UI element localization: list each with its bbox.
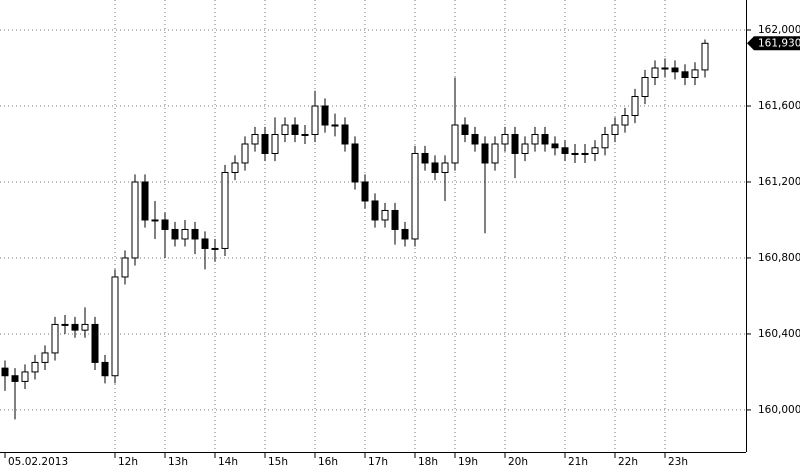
candle-body [111, 276, 119, 377]
candle-body [391, 209, 399, 230]
candle-body [31, 361, 39, 373]
candle-body [181, 228, 189, 240]
candle-body [251, 133, 259, 145]
candle-body [101, 361, 109, 377]
last-price-tag [747, 36, 800, 51]
x-tick-label: 16h [318, 456, 338, 468]
candle-body [11, 375, 19, 382]
candle-body [191, 228, 199, 240]
y-tick-label: 161,200 [758, 176, 800, 188]
x-tick-label: 22h [618, 456, 638, 468]
x-tick-label: 15h [268, 456, 288, 468]
last-price-label: 161,930 [758, 37, 800, 49]
candle-body [501, 133, 509, 145]
candle-body [681, 71, 689, 79]
candle-body [641, 77, 649, 97]
y-tick-label: 160,400 [758, 328, 800, 340]
x-tick-label: 13h [168, 456, 188, 468]
y-tick-label: 160,000 [758, 404, 800, 416]
candle-body [561, 147, 569, 154]
candle-body [261, 133, 269, 154]
candle-body [41, 352, 49, 363]
candle-body [661, 67, 669, 70]
candle-body [311, 105, 319, 135]
candle-body [321, 105, 329, 126]
candle-body [141, 181, 149, 221]
candle-body [421, 152, 429, 164]
candle-body [531, 133, 539, 145]
candle-body [71, 323, 79, 331]
candle-body [511, 133, 519, 154]
candle-body [281, 124, 289, 135]
x-tick-label: 18h [418, 456, 438, 468]
candle-body [671, 67, 679, 73]
candle-body [601, 133, 609, 149]
candle-body [471, 133, 479, 145]
candle-body [411, 152, 419, 240]
candle-body [481, 143, 489, 164]
candle-body [371, 200, 379, 221]
candle-body [571, 152, 579, 155]
candle-body [211, 247, 219, 250]
candle-body [611, 124, 619, 135]
candle-body [291, 124, 299, 135]
x-tick-label: 14h [218, 456, 238, 468]
x-tick-label: 05.02.2013 [8, 456, 68, 468]
candle-body [401, 228, 409, 240]
candle-body [81, 323, 89, 331]
candle-body [91, 323, 99, 363]
candle-body [331, 124, 339, 127]
y-tick-label: 162,000 [758, 24, 800, 36]
candle-body [491, 143, 499, 164]
candle-body [591, 147, 599, 154]
x-tick-label: 23h [668, 456, 688, 468]
candle-body [461, 124, 469, 135]
candle-body [241, 143, 249, 164]
x-tick-label: 20h [508, 456, 528, 468]
candle-body [161, 219, 169, 230]
y-tick-label: 160,800 [758, 252, 800, 264]
candle-body [441, 162, 449, 173]
candle-body [121, 257, 129, 278]
candle-body [361, 181, 369, 202]
candle-body [701, 42, 709, 71]
candle-body [691, 69, 699, 79]
candle-body [131, 181, 139, 259]
candle-body [541, 133, 549, 145]
candle-body [451, 124, 459, 164]
candle-body [431, 162, 439, 173]
candle-body [551, 143, 559, 149]
candle-body [651, 67, 659, 79]
candle-body [171, 228, 179, 240]
x-tick-label: 12h [118, 456, 138, 468]
candle-body [301, 133, 309, 136]
candle-body [201, 238, 209, 249]
candle-body [631, 95, 639, 116]
candle-body [1, 367, 9, 377]
candle-body [221, 171, 229, 249]
candle-body [271, 133, 279, 154]
x-tick-label: 21h [568, 456, 588, 468]
candle-body [151, 219, 159, 222]
x-tick-label: 17h [368, 456, 388, 468]
candle-body [381, 209, 389, 221]
y-tick-label: 161,600 [758, 100, 800, 112]
candle-body [231, 162, 239, 173]
candle-body [61, 323, 69, 326]
x-tick-label: 19h [458, 456, 478, 468]
candle-body [581, 152, 589, 155]
candle-body [51, 323, 59, 354]
candle-body [351, 143, 359, 183]
candle-body [21, 371, 29, 382]
candle-body [521, 143, 529, 154]
candle-body [341, 124, 349, 145]
candle-body [621, 114, 629, 126]
